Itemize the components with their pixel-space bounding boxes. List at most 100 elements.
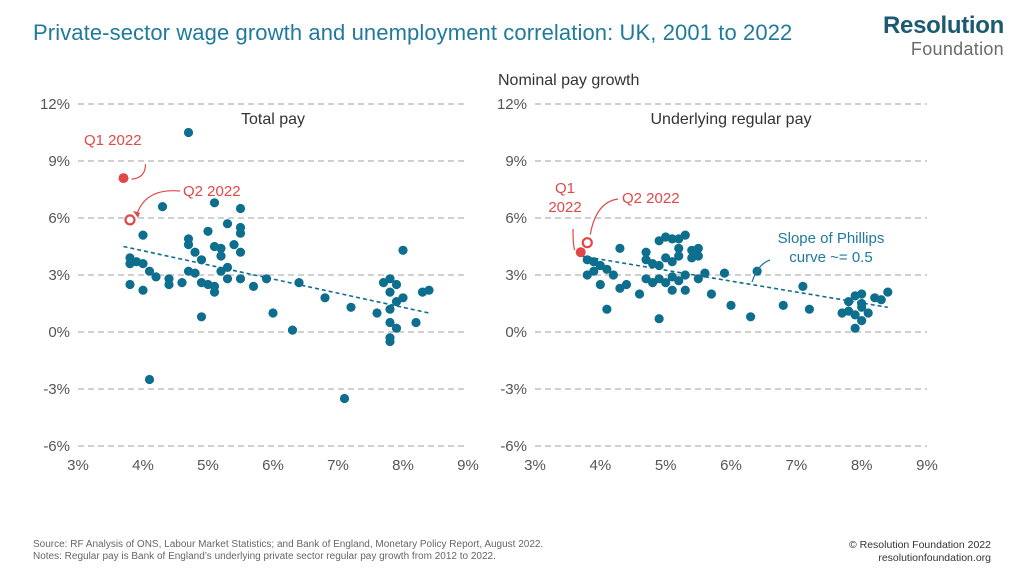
- chart-title: Private-sector wage growth and unemploym…: [33, 20, 793, 45]
- x-tick-label: 5%: [197, 457, 219, 474]
- data-point: [398, 293, 408, 303]
- data-point: [209, 198, 220, 208]
- data-point: [883, 287, 893, 297]
- y-tick-label: 0%: [505, 324, 527, 341]
- y-tick-label: 9%: [505, 153, 527, 170]
- data-point: [144, 266, 155, 276]
- data-point: [746, 312, 756, 322]
- data-point: [177, 278, 187, 288]
- q1-label: Q1 2022: [84, 132, 142, 149]
- shared-y-axis-title: Nominal pay growth: [498, 72, 640, 89]
- data-point: [222, 274, 233, 284]
- data-point: [203, 226, 213, 236]
- trendline: [580, 255, 888, 309]
- q1-arrow: [131, 164, 147, 180]
- resolution-foundation-logo: Resolution Foundation: [883, 12, 1004, 59]
- y-tick-label: 12%: [40, 96, 70, 113]
- data-point: [138, 230, 148, 240]
- data-point: [391, 323, 402, 333]
- highlight-point-q1: [575, 247, 586, 258]
- copyright-block: © Resolution Foundation 2022 resolutionf…: [849, 539, 991, 565]
- panel-title: Underlying regular pay: [651, 111, 812, 128]
- data-point: [385, 336, 395, 347]
- data-point: [164, 279, 174, 290]
- x-tick-label: 5%: [655, 457, 677, 474]
- trendline: [123, 245, 430, 314]
- logo-line-1: Resolution: [883, 12, 1004, 39]
- phillips-annotation-line: curve ~= 0.5: [789, 249, 872, 266]
- data-point: [615, 243, 625, 253]
- data-point: [190, 247, 200, 257]
- y-tick-label: -3%: [43, 381, 70, 398]
- phillips-arrow: [751, 259, 771, 283]
- y-tick-label: 3%: [505, 267, 527, 284]
- data-point: [654, 260, 664, 271]
- q2-label-line: Q2 2022: [622, 190, 680, 207]
- y-tick-label: -6%: [500, 438, 527, 455]
- data-point: [248, 281, 259, 291]
- data-point: [693, 243, 703, 253]
- data-point: [804, 304, 815, 314]
- data-point: [235, 228, 246, 238]
- data-point: [391, 279, 402, 290]
- data-point: [138, 285, 148, 295]
- data-point: [680, 230, 690, 240]
- q1-label-line: Q1 2022: [84, 132, 142, 149]
- x-tick-label: 7%: [327, 457, 349, 474]
- x-tick-label: 3%: [67, 457, 89, 474]
- highlight-point-q2: [124, 214, 136, 226]
- data-point: [235, 203, 246, 214]
- q1-label: Q1 2022: [548, 180, 581, 216]
- panel-title: Total pay: [241, 111, 305, 128]
- data-point: [196, 255, 207, 265]
- data-point: [235, 247, 246, 257]
- data-point: [680, 285, 690, 295]
- q2-label-line: Q2 2022: [183, 183, 241, 200]
- data-point: [680, 270, 690, 280]
- q1-arrow: [572, 228, 576, 251]
- data-point: [857, 289, 867, 299]
- data-point: [125, 279, 135, 290]
- data-point: [268, 308, 278, 318]
- data-point: [674, 276, 684, 286]
- data-point: [411, 317, 421, 328]
- data-point: [216, 251, 226, 261]
- data-point: [674, 251, 684, 261]
- highlight-point-q2: [581, 237, 593, 249]
- y-tick-label: -6%: [43, 438, 70, 455]
- data-point: [216, 266, 226, 276]
- data-point: [778, 300, 788, 310]
- data-point: [183, 127, 194, 138]
- x-tick-label: 4%: [589, 457, 611, 474]
- y-tick-label: 9%: [48, 153, 70, 170]
- data-point: [385, 317, 395, 328]
- x-tick-label: 6%: [720, 457, 742, 474]
- website-text: resolutionfoundation.org: [878, 552, 991, 564]
- data-point: [216, 243, 226, 253]
- data-point: [726, 300, 736, 310]
- data-point: [209, 287, 220, 297]
- data-point: [844, 297, 854, 307]
- data-point: [602, 304, 612, 314]
- data-point: [674, 243, 684, 253]
- data-point: [287, 325, 298, 335]
- copyright-text: © Resolution Foundation 2022: [848, 539, 991, 551]
- y-tick-label: 3%: [48, 267, 70, 284]
- q2-label: Q2 2022: [183, 183, 241, 200]
- x-tick-label: 9%: [457, 457, 479, 474]
- data-point: [229, 240, 239, 250]
- q1-label-line: 2022: [548, 199, 581, 216]
- data-point: [339, 393, 350, 404]
- q2-arrow: [589, 198, 619, 235]
- data-point: [582, 270, 592, 280]
- data-point: [144, 374, 155, 385]
- data-point: [385, 287, 395, 297]
- data-point: [125, 259, 135, 269]
- data-point: [667, 285, 677, 295]
- phillips-annotation: Slope of Phillips curve ~= 0.5: [778, 230, 885, 266]
- data-point: [857, 302, 867, 312]
- q2-arrowhead: [133, 210, 140, 218]
- data-point: [700, 268, 710, 278]
- data-point: [850, 323, 860, 333]
